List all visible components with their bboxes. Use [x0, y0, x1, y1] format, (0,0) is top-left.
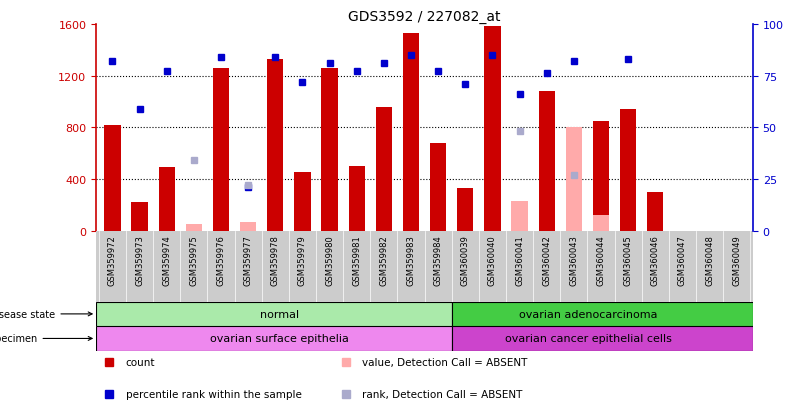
Text: percentile rank within the sample: percentile rank within the sample	[126, 389, 301, 399]
Text: ovarian surface epithelia: ovarian surface epithelia	[210, 334, 348, 344]
Text: value, Detection Call = ABSENT: value, Detection Call = ABSENT	[362, 358, 528, 368]
Bar	[131, 203, 147, 231]
Text: GSM360039: GSM360039	[461, 235, 469, 285]
Text: GSM360043: GSM360043	[570, 235, 578, 285]
Bar	[452, 326, 753, 351]
Text: count: count	[126, 358, 155, 368]
Text: GSM359974: GSM359974	[162, 235, 171, 285]
Text: GSM359972: GSM359972	[108, 235, 117, 285]
Text: GSM360042: GSM360042	[542, 235, 551, 285]
Text: GSM359977: GSM359977	[244, 235, 252, 285]
Text: GSM359981: GSM359981	[352, 235, 361, 285]
Text: GSM360046: GSM360046	[650, 235, 660, 285]
Text: GSM360048: GSM360048	[705, 235, 714, 285]
Bar	[96, 326, 452, 351]
Bar	[538, 92, 555, 231]
Text: disease state: disease state	[0, 309, 92, 319]
Text: GSM359978: GSM359978	[271, 235, 280, 285]
Bar	[485, 27, 501, 231]
Bar	[240, 222, 256, 231]
Text: specimen: specimen	[0, 334, 92, 344]
Bar	[96, 302, 452, 326]
Bar	[186, 225, 202, 231]
Text: GSM359980: GSM359980	[325, 235, 334, 285]
Bar	[620, 110, 636, 231]
Bar	[511, 202, 528, 231]
Bar	[403, 34, 419, 231]
Bar	[267, 59, 284, 231]
Bar	[566, 128, 582, 231]
Text: rank, Detection Call = ABSENT: rank, Detection Call = ABSENT	[362, 389, 522, 399]
Text: ovarian cancer epithelial cells: ovarian cancer epithelial cells	[505, 334, 672, 344]
Text: GSM360041: GSM360041	[515, 235, 524, 285]
Text: GSM360040: GSM360040	[488, 235, 497, 285]
Bar	[452, 302, 753, 326]
Bar	[294, 173, 311, 231]
Bar	[647, 192, 663, 231]
Bar	[430, 143, 446, 231]
Text: GSM360045: GSM360045	[624, 235, 633, 285]
Text: GSM360049: GSM360049	[732, 235, 741, 285]
Text: GSM359979: GSM359979	[298, 235, 307, 285]
Text: GSM359976: GSM359976	[216, 235, 225, 285]
Text: GSM359983: GSM359983	[406, 235, 416, 285]
Text: normal: normal	[260, 309, 299, 319]
Bar	[376, 107, 392, 231]
Text: ovarian adenocarcinoma: ovarian adenocarcinoma	[520, 309, 658, 319]
Bar	[321, 69, 338, 231]
Text: GSM359984: GSM359984	[433, 235, 443, 285]
Text: GSM360044: GSM360044	[597, 235, 606, 285]
Bar	[593, 216, 609, 231]
Bar	[104, 125, 120, 231]
Text: GSM359973: GSM359973	[135, 235, 144, 285]
Title: GDS3592 / 227082_at: GDS3592 / 227082_at	[348, 10, 501, 24]
Bar	[348, 166, 364, 231]
Bar	[213, 69, 229, 231]
Bar	[593, 121, 609, 231]
Text: GSM360047: GSM360047	[678, 235, 687, 285]
Text: GSM359975: GSM359975	[189, 235, 199, 285]
Bar	[159, 168, 175, 231]
Text: GSM359982: GSM359982	[380, 235, 388, 285]
Bar	[457, 188, 473, 231]
